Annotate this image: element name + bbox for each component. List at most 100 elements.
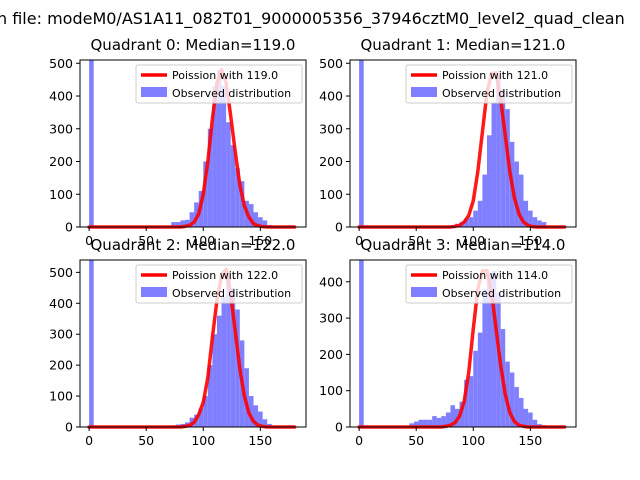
quadrant-panel-3: 0 50 100 150 0 100 200 300 400 Quadrant 3: Median… <box>319 236 577 448</box>
hist-bar <box>235 168 240 227</box>
legend-label-observed: Observed distribution <box>442 87 561 100</box>
y-tick-label: 500 <box>49 56 73 71</box>
y-tick-label: 400 <box>319 89 343 104</box>
hist-bar <box>477 200 483 227</box>
legend-label-observed: Observed distribution <box>172 287 291 300</box>
hist-bar <box>216 69 222 227</box>
hist-bar <box>244 368 249 427</box>
hist-bar <box>532 217 538 227</box>
legend: Poission with 121.0 Observed distribution <box>405 64 573 104</box>
hist-bar <box>505 361 510 427</box>
hist-bar <box>532 419 538 427</box>
hist-bar <box>212 334 217 427</box>
y-tick-label: 500 <box>49 265 73 280</box>
hist-bar <box>464 379 469 427</box>
x-tick-label: 150 <box>248 433 272 448</box>
hist-bar <box>253 405 259 427</box>
hist-bar <box>207 365 213 427</box>
legend-patch-swatch <box>411 87 437 97</box>
legend-label-poisson: Poission with 122.0 <box>172 269 278 282</box>
hist-bar <box>413 421 419 427</box>
legend: Poission with 122.0 Observed distribution <box>135 264 303 304</box>
legend-box <box>405 64 573 104</box>
hist-bar <box>175 222 181 227</box>
y-tick-label: 100 <box>319 383 343 398</box>
hist-bar <box>89 260 94 427</box>
y-tick-label: 300 <box>319 121 343 136</box>
hist-bar <box>537 220 542 227</box>
quadrant-panel-0: 0 50 100 150 0 100 200 300 400 500 Quadrant 0: Med… <box>49 36 307 248</box>
hist-bar <box>409 423 414 427</box>
x-tick-label: 100 <box>461 433 485 448</box>
hist-bar <box>500 89 506 227</box>
x-tick-label: 100 <box>191 233 215 248</box>
hist-bar <box>432 416 437 427</box>
hist-bar <box>221 86 227 227</box>
hist-bar <box>528 210 533 227</box>
x-tick-label: 150 <box>518 233 542 248</box>
hist-bar <box>235 309 240 427</box>
hist-bar <box>262 419 268 427</box>
x-tick-label: 0 <box>355 433 363 448</box>
legend-box <box>135 64 303 104</box>
legend-patch-swatch <box>411 287 437 297</box>
hist-bar <box>189 212 195 227</box>
y-tick-label: 400 <box>49 296 73 311</box>
y-tick-label: 0 <box>65 220 73 235</box>
hist-bar <box>226 122 231 227</box>
x-tick-label: 100 <box>461 233 485 248</box>
x-tick-label: 50 <box>408 233 424 248</box>
axes-frame <box>349 59 577 228</box>
y-tick-label: 400 <box>319 274 343 289</box>
hist-bar <box>221 297 227 427</box>
y-tick-label: 0 <box>65 420 73 435</box>
y-tick-label: 300 <box>319 311 343 326</box>
hist-bar <box>477 332 483 427</box>
hist-bar <box>253 212 259 227</box>
hist-bar <box>359 60 364 227</box>
x-tick-label: 0 <box>355 233 363 248</box>
x-tick-label: 50 <box>138 433 154 448</box>
hist-bar <box>445 412 451 427</box>
hist-bar <box>226 272 231 427</box>
x-tick-label: 50 <box>408 433 424 448</box>
hist-bar <box>212 86 217 227</box>
legend-label-observed: Observed distribution <box>172 87 291 100</box>
hist-bar <box>464 218 469 227</box>
hist-bar <box>248 204 254 227</box>
hist-bar <box>359 260 364 427</box>
hist-bar <box>482 289 487 427</box>
y-tick-label: 200 <box>49 358 73 373</box>
hist-bar <box>239 181 245 227</box>
legend-label-observed: Observed distribution <box>442 287 561 300</box>
panel-title: Quadrant 0: Median=119.0 <box>91 36 296 54</box>
hist-bar <box>171 222 176 227</box>
hist-bar <box>491 102 497 227</box>
axes-frame <box>349 259 577 428</box>
legend-label-poisson: Poission with 114.0 <box>442 269 548 282</box>
x-tick-label: 150 <box>518 433 542 448</box>
hist-bar <box>491 270 497 427</box>
hist-bar <box>523 200 529 227</box>
hist-bar <box>180 220 186 227</box>
x-tick-label: 0 <box>85 433 93 448</box>
hist-bar <box>198 408 204 427</box>
y-tick-label: 200 <box>49 154 73 169</box>
hist-bar <box>262 220 268 227</box>
panel-title: Quadrant 2: Median=122.0 <box>91 236 296 254</box>
hist-bar <box>518 397 524 427</box>
legend-label-poisson: Poission with 121.0 <box>442 69 548 82</box>
hist-bar <box>505 109 510 227</box>
hist-bar <box>423 419 428 427</box>
hist-bar <box>203 396 208 427</box>
hist-bar <box>89 60 94 227</box>
hist-bar <box>468 217 474 227</box>
hist-bar <box>541 222 547 227</box>
hist-bar <box>523 408 529 427</box>
panel-title: Quadrant 3: Median=114.0 <box>361 236 566 254</box>
legend: Poission with 114.0 Observed distribution <box>405 264 573 304</box>
panel-title: Quadrant 1: Median=121.0 <box>361 36 566 54</box>
